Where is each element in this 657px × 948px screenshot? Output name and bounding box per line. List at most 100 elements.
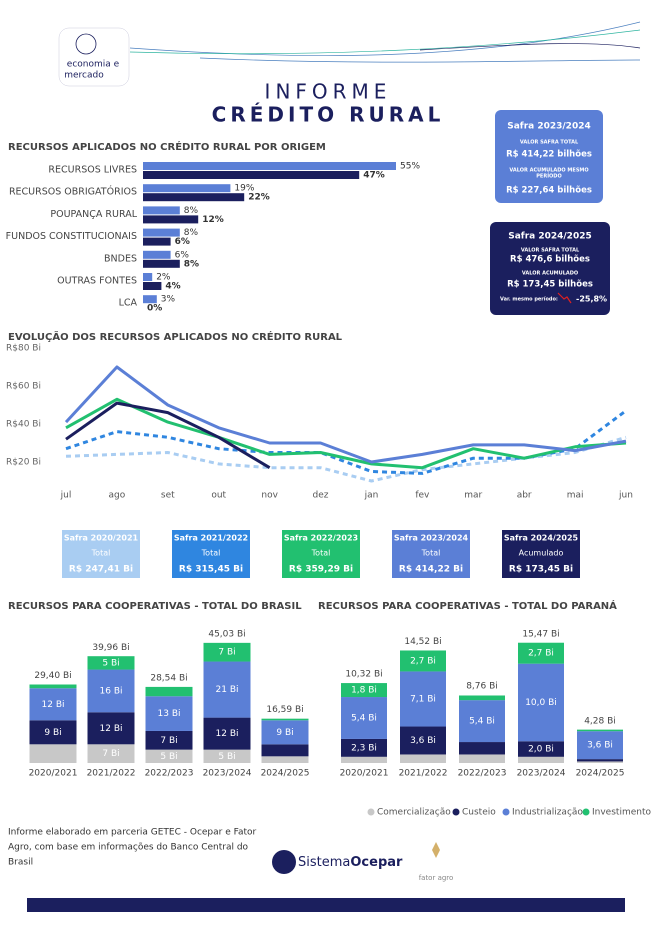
bar: [143, 206, 180, 215]
segment-label: 5 Bi: [102, 658, 119, 668]
legend-label: Investimento: [592, 808, 651, 818]
total-label: 45,03 Bi: [208, 629, 245, 639]
category-label: POUPANÇA RURAL: [50, 209, 137, 220]
segment-label: 1,8 Bi: [351, 686, 377, 696]
bar-segment: [145, 749, 193, 763]
bar-segment: [577, 731, 623, 760]
y-tick-label: R$40 Bi: [6, 420, 41, 430]
total-label: 8,76 Bi: [466, 682, 498, 692]
x-tick-label: 2021/2022: [87, 769, 136, 779]
legend-dot: [582, 808, 590, 816]
deco-line: [129, 21, 641, 56]
legend-total: R$ 414,22 Bi: [399, 565, 463, 575]
legend-total: R$ 247,41 Bi: [69, 565, 133, 575]
ocepar-logo-a: Sistema: [298, 855, 350, 870]
value-label: 19%: [234, 184, 254, 194]
logo-text: mercado: [64, 71, 104, 81]
bar-segment: [145, 730, 193, 750]
segment-label: 3,6 Bi: [410, 736, 436, 746]
line-series: [65, 397, 627, 470]
bar-segment: [29, 720, 77, 745]
x-tick-label: out: [211, 491, 226, 501]
bar-segment: [459, 754, 505, 763]
chart-title: RECURSOS PARA COOPERATIVAS - TOTAL DO BR…: [8, 601, 302, 612]
bar: [143, 259, 180, 268]
bar-segment: [341, 683, 387, 698]
value-label: 0%: [147, 304, 162, 314]
bar: [143, 273, 153, 281]
bar-segment: [29, 688, 77, 721]
segment-label: 5 Bi: [160, 752, 177, 762]
total-label: 15,47 Bi: [522, 629, 559, 639]
segment-label: 21 Bi: [216, 685, 239, 695]
info-box-title: Safra 2024/2025: [508, 232, 592, 242]
x-tick-label: 2022/2023: [145, 769, 194, 779]
legend-total: R$ 173,45 Bi: [509, 565, 573, 575]
bar: [143, 171, 360, 179]
legend-note: Acumulado: [519, 549, 564, 558]
x-tick-label: mar: [464, 491, 482, 501]
bar: [143, 193, 245, 202]
bar-segment: [87, 744, 135, 763]
legend-total: R$ 359,29 Bi: [289, 565, 353, 575]
segment-label: 7 Bi: [160, 736, 177, 746]
header-decoration: [129, 21, 641, 63]
x-tick-label: 2023/2024: [517, 769, 566, 779]
legend-label: Custeio: [462, 808, 496, 818]
kicker: INFORME: [265, 80, 392, 104]
bar: [143, 228, 180, 237]
x-tick-label: fev: [415, 491, 430, 501]
segment-label: 9 Bi: [276, 728, 293, 738]
deco-line: [129, 29, 641, 55]
bar: [143, 237, 171, 246]
segment-label: 7,1 Bi: [410, 694, 436, 704]
bar-segment: [518, 741, 564, 757]
bar-segment: [203, 661, 251, 718]
footer-text: Informe elaborado em parceria GETEC - Oc…: [8, 828, 257, 838]
bar-segment: [400, 726, 446, 755]
legend-name: Safra 2022/2023: [284, 534, 358, 543]
bar-segment: [341, 756, 387, 763]
y-tick-label: R$80 Bi: [6, 344, 41, 354]
bar-segment: [400, 754, 446, 763]
variation-arrow: [557, 292, 572, 304]
x-tick-label: nov: [261, 491, 278, 501]
bar-segment: [518, 663, 564, 742]
chart-title: RECURSOS APLICADOS NO CRÉDITO RURAL POR …: [8, 140, 326, 153]
value-label: 55%: [400, 162, 420, 172]
x-tick-label: 2020/2021: [340, 769, 389, 779]
value-label: 47%: [363, 171, 385, 181]
bar-segment: [87, 656, 135, 670]
bar-segment: [459, 700, 505, 743]
y-tick-label: R$20 Bi: [6, 458, 41, 468]
info-box: [490, 222, 610, 315]
info-box-label: VALOR ACUMULADO MESMO: [509, 168, 588, 174]
category-label: RECURSOS LIVRES: [48, 165, 137, 176]
segment-label: 2,3 Bi: [351, 743, 377, 753]
total-label: 4,28 Bi: [584, 716, 616, 726]
bar: [143, 295, 157, 304]
value-label: 3%: [161, 295, 176, 305]
bar-segment: [577, 729, 623, 732]
x-tick-label: 2022/2023: [458, 769, 507, 779]
logo-text: economia e: [67, 60, 120, 70]
segment-label: 12 Bi: [100, 724, 123, 734]
legend-total: R$ 315,45 Bi: [179, 565, 243, 575]
legend-note: Total: [311, 549, 331, 558]
bar-segment: [518, 756, 564, 763]
value-label: 8%: [184, 259, 199, 269]
total-label: 10,32 Bi: [345, 669, 382, 679]
x-tick-label: 2021/2022: [399, 769, 448, 779]
total-label: 29,40 Bi: [34, 671, 71, 681]
total-label: 28,54 Bi: [150, 673, 187, 683]
footer-bar: [27, 898, 625, 912]
category-label: BNDES: [104, 253, 137, 264]
legend-note: Total: [201, 549, 221, 558]
info-box-label: VALOR SAFRA TOTAL: [520, 140, 579, 146]
x-tick-label: abr: [517, 491, 532, 501]
legend-box: [282, 530, 360, 578]
value-label: 8%: [184, 228, 199, 238]
segment-label: 7 Bi: [102, 749, 119, 759]
chart-title: RECURSOS PARA COOPERATIVAS - TOTAL DO PA…: [318, 599, 617, 612]
segment-label: 2,0 Bi: [528, 745, 554, 755]
